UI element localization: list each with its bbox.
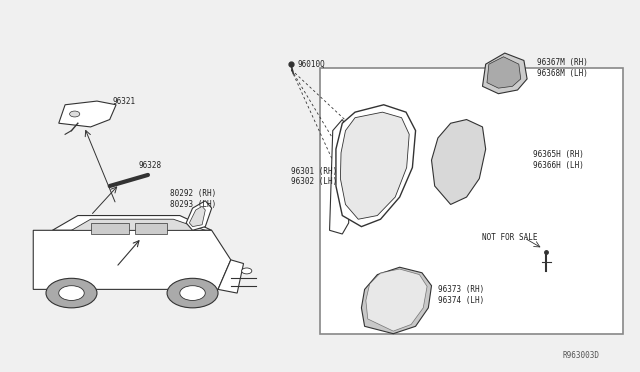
Polygon shape xyxy=(483,53,527,94)
Polygon shape xyxy=(431,119,486,205)
Text: 96373 (RH)
96374 (LH): 96373 (RH) 96374 (LH) xyxy=(438,285,484,305)
Text: 80292 (RH)
80293 (LH): 80292 (RH) 80293 (LH) xyxy=(170,189,216,209)
Polygon shape xyxy=(186,201,212,230)
Text: 96328: 96328 xyxy=(138,161,161,170)
Circle shape xyxy=(46,278,97,308)
Text: 96301 (RH)
96302 (LH): 96301 (RH) 96302 (LH) xyxy=(291,167,337,186)
Circle shape xyxy=(180,286,205,301)
Circle shape xyxy=(242,268,252,274)
Polygon shape xyxy=(362,267,431,334)
Polygon shape xyxy=(33,230,231,289)
Circle shape xyxy=(70,111,80,117)
Text: R963003D: R963003D xyxy=(562,351,599,360)
Text: 96010Q: 96010Q xyxy=(298,60,326,69)
Polygon shape xyxy=(336,105,415,227)
Circle shape xyxy=(59,286,84,301)
Polygon shape xyxy=(91,223,129,234)
Text: NOT FOR SALE: NOT FOR SALE xyxy=(483,233,538,242)
Text: 96367M (RH)
96368M (LH): 96367M (RH) 96368M (LH) xyxy=(537,58,588,77)
Polygon shape xyxy=(330,119,349,234)
Polygon shape xyxy=(52,215,212,230)
Polygon shape xyxy=(487,57,521,88)
Text: 96321: 96321 xyxy=(113,97,136,106)
Polygon shape xyxy=(72,219,205,230)
Text: 96365H (RH)
96366H (LH): 96365H (RH) 96366H (LH) xyxy=(534,150,584,170)
Polygon shape xyxy=(340,112,409,219)
FancyBboxPatch shape xyxy=(320,68,623,334)
Polygon shape xyxy=(218,260,244,293)
Circle shape xyxy=(167,278,218,308)
Polygon shape xyxy=(135,223,167,234)
Polygon shape xyxy=(59,101,116,127)
Polygon shape xyxy=(366,269,427,331)
Polygon shape xyxy=(189,206,205,227)
